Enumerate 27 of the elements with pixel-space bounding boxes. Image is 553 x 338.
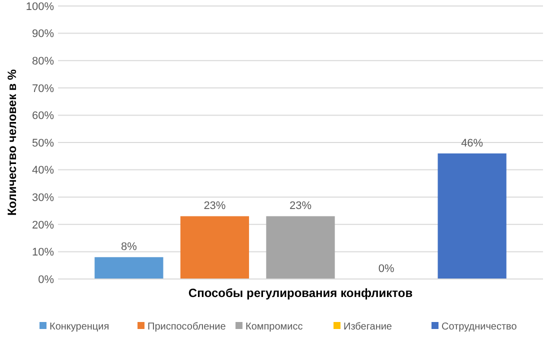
legend-label: Конкуренция	[50, 322, 110, 332]
y-tick-label: 30%	[32, 192, 54, 204]
y-tick-label: 70%	[32, 82, 54, 95]
text: 23%	[289, 200, 312, 212]
legend-label: Приспособление	[148, 322, 226, 332]
bar	[180, 216, 250, 279]
legend-label: Избегание	[344, 322, 392, 332]
y-tick-label: 100%	[26, 0, 54, 13]
y-tick-label: 10%	[32, 246, 54, 259]
bar	[266, 216, 335, 279]
text: 46%	[461, 137, 484, 150]
y-tick-label: 50%	[32, 137, 54, 150]
y-tick-label: 60%	[32, 110, 54, 122]
y-tick-label: 40%	[32, 164, 54, 177]
legend-label: Сотрудничество	[442, 322, 518, 332]
bar	[438, 153, 506, 279]
y-tick-label: 90%	[32, 28, 54, 40]
y-tick-label: 0%	[38, 274, 54, 286]
legend-label: Компромисс	[246, 322, 303, 332]
text: 23%	[204, 200, 226, 212]
y-tick-label: 20%	[32, 219, 54, 232]
bar	[94, 257, 164, 279]
text: 8%	[120, 241, 137, 254]
y-tick-label: 80%	[32, 55, 54, 68]
x-axis-title: Способы регулирования конфликтов	[188, 286, 413, 300]
text: 0%	[378, 263, 394, 275]
y-axis-title: Количество человек в %	[5, 69, 19, 216]
